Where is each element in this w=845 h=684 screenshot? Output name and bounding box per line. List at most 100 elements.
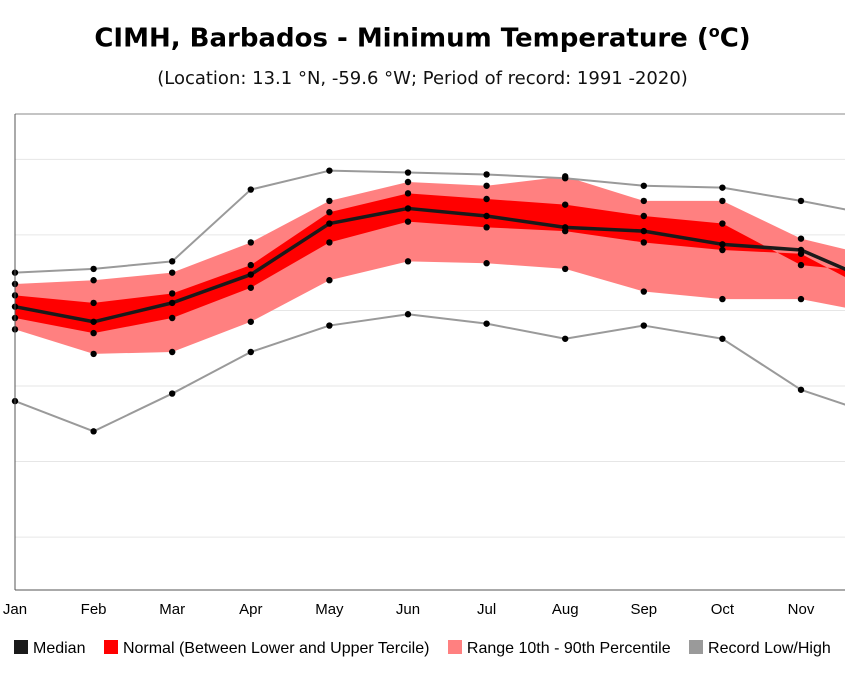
point-record-high-may <box>326 167 333 174</box>
x-tick-label-may: May <box>315 601 344 618</box>
point-median-oct <box>719 241 726 248</box>
point-record-high-jul <box>483 171 490 178</box>
legend-item-record: Record Low/High <box>689 640 831 658</box>
record-low-line <box>14 313 845 433</box>
x-tick-label-feb: Feb <box>81 601 107 618</box>
legend-label-record: Record Low/High <box>708 640 831 657</box>
point-lower-tercile-apr <box>247 284 254 291</box>
point-record-high-oct <box>719 184 726 191</box>
point-lower-tercile-jun <box>404 218 412 225</box>
lines <box>14 169 845 433</box>
point-p90-jun <box>404 178 412 186</box>
point-p10-aug <box>562 265 569 273</box>
point-p10-feb <box>90 350 97 358</box>
legend-swatch-record <box>689 640 704 654</box>
x-tick-labels: JanFebMarAprMayJunJulAugSepOctNovDec <box>3 601 815 618</box>
plot-frame <box>14 113 845 591</box>
x-tick-label-oct: Oct <box>711 601 735 618</box>
point-upper-tercile-mar <box>169 290 176 297</box>
point-median-jun <box>404 205 412 212</box>
point-p10-nov <box>797 295 805 303</box>
record-high-line <box>14 169 845 274</box>
legend-item-median: Median <box>14 640 85 658</box>
point-record-low-feb <box>90 428 97 435</box>
legend-swatch-range <box>447 640 462 654</box>
point-record-low-nov <box>797 386 805 393</box>
chart-title: CIMH, Barbados - Minimum Temperature (oC… <box>94 22 751 54</box>
x-tick-label-jul: Jul <box>477 601 496 618</box>
point-upper-tercile-feb <box>90 299 97 307</box>
point-record-low-oct <box>719 335 726 342</box>
point-p90-apr <box>247 239 254 246</box>
legend-swatch-median <box>14 640 28 654</box>
x-tick-label-apr: Apr <box>239 601 262 618</box>
x-tick-label-sep: Sep <box>630 601 657 618</box>
point-record-high-jun <box>404 169 412 176</box>
median-line <box>14 206 845 324</box>
chart-subtitle: (Location: 13.1 °N, -59.6 °W; Period of … <box>157 68 688 89</box>
point-upper-tercile-may <box>326 209 333 216</box>
point-upper-tercile-apr <box>247 261 254 269</box>
point-lower-tercile-oct <box>719 246 726 254</box>
point-upper-tercile-nov <box>797 261 805 269</box>
legend-item-range: Range 10th - 90th Percentile <box>447 640 671 658</box>
point-p90-feb <box>90 277 97 284</box>
normal-band <box>15 193 845 334</box>
point-median-apr <box>247 271 254 278</box>
point-lower-tercile-nov <box>797 250 805 257</box>
legend-label-normal: Normal (Between Lower and Upper Tercile) <box>122 640 430 657</box>
point-record-high-mar <box>169 258 176 265</box>
point-lower-tercile-aug <box>562 227 569 235</box>
point-p90-aug <box>562 173 569 180</box>
legend: Median Normal (Between Lower and Upper T… <box>14 640 845 658</box>
x-tick-label-jun: Jun <box>396 601 420 618</box>
point-record-high-apr <box>247 186 254 193</box>
point-record-low-jun <box>404 311 412 318</box>
x-tick-label-jan: Jan <box>3 601 27 618</box>
point-upper-tercile-oct <box>719 220 726 227</box>
point-p10-jun <box>404 258 412 265</box>
point-p10-mar <box>169 348 176 356</box>
point-median-may <box>326 220 333 227</box>
point-p10-may <box>326 277 333 284</box>
point-median-mar <box>169 299 176 307</box>
point-p90-oct <box>719 197 726 205</box>
bands <box>15 176 845 354</box>
point-median-jul <box>483 212 490 220</box>
point-lower-tercile-feb <box>90 329 97 337</box>
point-record-low-may <box>326 322 333 329</box>
point-lower-tercile-sep <box>640 239 647 246</box>
point-lower-tercile-may <box>326 239 333 246</box>
x-tick-label-nov: Nov <box>788 601 815 618</box>
point-median-sep <box>640 227 647 235</box>
legend-label-range: Range 10th - 90th Percentile <box>466 640 671 657</box>
point-p90-may <box>326 197 333 205</box>
point-lower-tercile-jul <box>483 224 490 231</box>
point-upper-tercile-sep <box>640 212 647 220</box>
legend-swatch-normal <box>103 640 118 654</box>
point-record-low-jul <box>483 320 490 327</box>
point-median-feb <box>90 318 97 325</box>
x-tick-label-aug: Aug <box>552 601 579 618</box>
point-p10-jul <box>483 260 490 267</box>
point-upper-tercile-jun <box>404 190 412 197</box>
point-record-low-aug <box>562 335 569 342</box>
point-p10-sep <box>640 288 647 295</box>
point-upper-tercile-aug <box>562 201 569 208</box>
point-record-low-sep <box>640 322 647 329</box>
legend-item-normal: Normal (Between Lower and Upper Tercile) <box>103 640 430 658</box>
point-record-high-sep <box>640 182 647 189</box>
point-p90-jul <box>483 182 490 189</box>
point-lower-tercile-mar <box>169 314 176 322</box>
legend-label-median: Median <box>33 640 86 657</box>
point-record-low-apr <box>247 348 254 356</box>
point-record-high-feb <box>90 265 97 273</box>
point-record-low-mar <box>169 390 176 397</box>
point-p10-oct <box>719 295 726 303</box>
point-upper-tercile-jul <box>483 195 490 203</box>
point-p90-sep <box>640 197 647 205</box>
point-record-high-nov <box>797 197 805 205</box>
point-p90-mar <box>169 269 176 276</box>
point-p90-nov <box>797 235 805 242</box>
